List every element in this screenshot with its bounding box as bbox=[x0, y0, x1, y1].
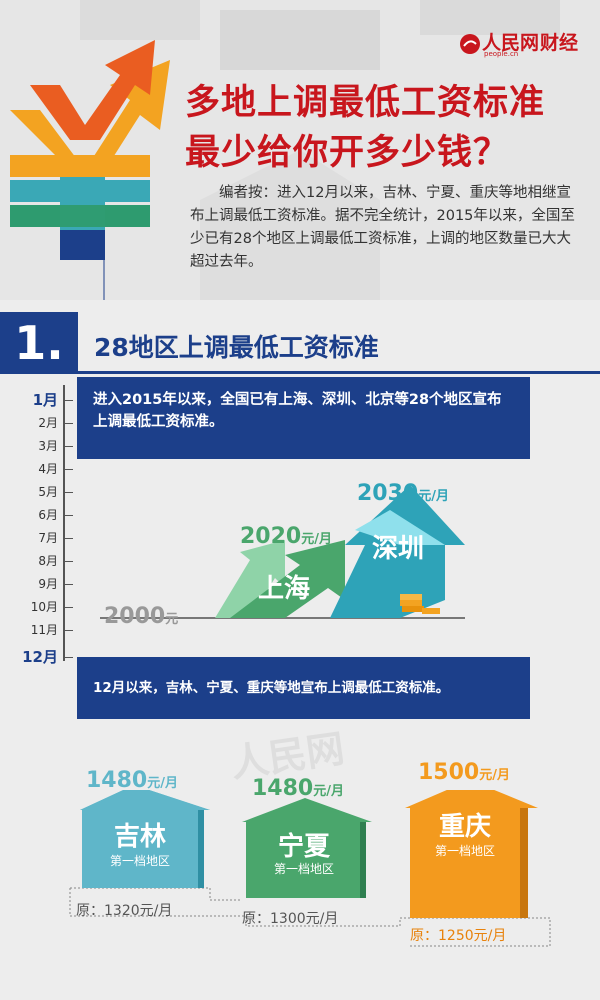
section-number: 1. bbox=[0, 312, 78, 374]
timeline-axis bbox=[63, 385, 65, 661]
month-tick bbox=[63, 561, 73, 562]
shenzhen-label: 深圳 bbox=[372, 534, 425, 564]
shanghai-wage: 2020元/月 bbox=[240, 524, 332, 549]
month-label: 7月 bbox=[38, 531, 58, 545]
shanghai-label: 上海 bbox=[258, 574, 311, 604]
shenzhen-wage: 2030元/月 bbox=[357, 481, 449, 506]
month-tick bbox=[63, 400, 73, 401]
section-title: 28地区上调最低工资标准 bbox=[94, 333, 379, 362]
month-label: 4月 bbox=[38, 462, 58, 476]
region-tier: 第一档地区 bbox=[273, 862, 334, 876]
yen-sign-icon bbox=[10, 40, 170, 260]
people-cn-logo[interactable]: 人民网 people.cn 财经 bbox=[458, 32, 579, 58]
month-tick bbox=[63, 607, 73, 608]
month-tick bbox=[63, 538, 73, 539]
region-houses-graphic bbox=[69, 790, 551, 947]
month-label: 10月 bbox=[30, 600, 58, 614]
logo-sub: people.cn bbox=[484, 50, 519, 58]
region-original-wage: 原：1300元/月 bbox=[242, 911, 339, 927]
region-tier: 第一档地区 bbox=[109, 854, 170, 868]
month-label: 12月 bbox=[22, 648, 58, 666]
month-tick bbox=[63, 446, 73, 447]
month-tick bbox=[63, 423, 73, 424]
region-original-wage: 原：1320元/月 bbox=[76, 903, 173, 919]
month-label: 3月 bbox=[38, 439, 58, 453]
region-wage: 1480元/月 bbox=[86, 768, 178, 793]
region-wage: 1480元/月 bbox=[252, 776, 344, 801]
month-tick bbox=[63, 492, 73, 493]
page-title-line1: 多地上调最低工资标准 bbox=[185, 83, 546, 123]
logo-category: 财经 bbox=[540, 32, 579, 54]
month-label: 11月 bbox=[30, 623, 58, 637]
month-tick bbox=[63, 630, 73, 631]
region-tier: 第一档地区 bbox=[434, 844, 495, 858]
month-tick bbox=[63, 657, 73, 658]
region-name: 重庆 bbox=[438, 812, 491, 842]
month-label: 5月 bbox=[38, 485, 58, 499]
region-name: 吉林 bbox=[113, 822, 166, 852]
logo-text: 人民网 bbox=[482, 32, 540, 54]
connector-line bbox=[103, 240, 105, 300]
month-label: 8月 bbox=[38, 554, 58, 568]
month-tick bbox=[63, 584, 73, 585]
month-label: 1月 bbox=[32, 391, 58, 409]
region-original-wage: 原：1250元/月 bbox=[410, 928, 507, 944]
month-tick bbox=[63, 469, 73, 470]
month-label: 9月 bbox=[38, 577, 58, 591]
people-logo-icon bbox=[460, 34, 480, 54]
section-divider bbox=[78, 371, 600, 374]
month-label: 2月 bbox=[38, 416, 58, 430]
base-wage: 2000元 bbox=[104, 604, 179, 629]
month-label: 6月 bbox=[38, 508, 58, 522]
region-name: 宁夏 bbox=[277, 832, 330, 862]
month-tick bbox=[63, 515, 73, 516]
summary-box-top: 进入2015年以来，全国已有上海、深圳、北京等28个地区宣布上调最低工资标准。 bbox=[77, 377, 530, 459]
page-title-line2: 最少给你开多少钱？ bbox=[185, 133, 510, 173]
region-wage: 1500元/月 bbox=[418, 760, 510, 785]
editor-note: 编者按：进入12月以来，吉林、宁夏、重庆等地相继宣布上调最低工资标准。据不完全统… bbox=[190, 185, 575, 270]
summary-box-bottom: 12月以来，吉林、宁夏、重庆等地宣布上调最低工资标准。 bbox=[77, 657, 530, 719]
wage-arrow-graphic bbox=[100, 485, 465, 619]
